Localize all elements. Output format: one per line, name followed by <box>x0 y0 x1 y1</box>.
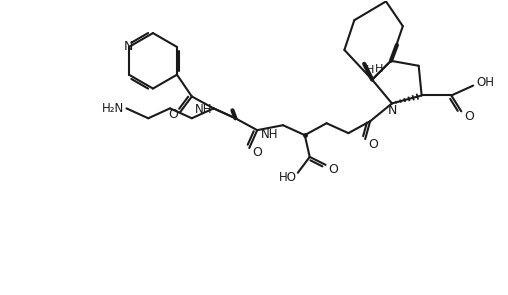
Text: H₂N: H₂N <box>102 102 124 115</box>
Text: O: O <box>464 110 474 123</box>
Text: OH: OH <box>476 76 494 89</box>
Text: N: N <box>387 104 397 117</box>
Text: H: H <box>375 64 383 74</box>
Text: O: O <box>368 137 378 150</box>
Text: O: O <box>329 163 338 176</box>
Text: HO: HO <box>279 171 297 184</box>
Text: N: N <box>123 40 133 53</box>
Text: O: O <box>252 146 262 160</box>
Text: NH: NH <box>195 103 212 116</box>
Text: NH: NH <box>261 128 279 141</box>
Text: H: H <box>366 65 374 75</box>
Text: O: O <box>168 108 178 121</box>
